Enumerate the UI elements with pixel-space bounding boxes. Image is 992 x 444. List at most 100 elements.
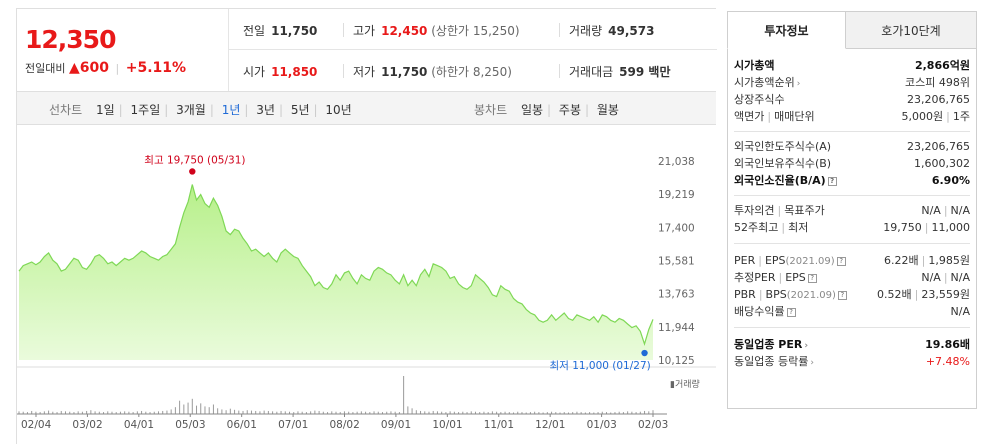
volume-bar bbox=[56, 412, 58, 414]
tab-1d[interactable]: 1일 bbox=[95, 103, 115, 117]
volume-bar bbox=[567, 412, 569, 414]
info-row: 동일업종 등락률 › +7.48% bbox=[734, 353, 970, 370]
info-value: 19,750 | 11,000 bbox=[883, 219, 970, 236]
y-tick-label: 21,038 bbox=[658, 156, 695, 168]
info-row: 액면가 | 매매단위 5,000원 | 1주 bbox=[734, 108, 970, 125]
volume-bar bbox=[466, 412, 468, 414]
tab-3y[interactable]: 3년 bbox=[256, 103, 275, 117]
info-row: 시가총액 2,866억원 bbox=[734, 57, 970, 74]
info-value-text: N/A bbox=[950, 204, 970, 217]
volume-bar bbox=[517, 411, 519, 414]
volume-bar bbox=[48, 410, 50, 414]
volume-bar bbox=[403, 376, 405, 414]
info-value: N/A | N/A bbox=[921, 202, 970, 219]
tab-order-book[interactable]: 호가10단계 bbox=[846, 11, 977, 49]
volume-bar bbox=[458, 412, 460, 414]
x-tick-label: 10/01 bbox=[432, 419, 462, 431]
tab-weekly[interactable]: 주봉 bbox=[558, 103, 582, 117]
volume-bar bbox=[141, 410, 143, 414]
volume-bar bbox=[153, 411, 155, 414]
volume-bar bbox=[373, 411, 375, 414]
low-value: 11,750 bbox=[381, 65, 428, 79]
tab-1w[interactable]: 1주일 bbox=[130, 103, 161, 117]
low-annotation: 최저 11,000 (01/27) bbox=[550, 360, 651, 372]
volume-bar bbox=[280, 410, 282, 414]
tab-monthly[interactable]: 월봉 bbox=[596, 103, 619, 117]
tab-1y[interactable]: 1년 bbox=[221, 103, 241, 117]
volume-bar bbox=[576, 411, 578, 414]
candle-chart-tabs: 봉차트 일봉 | 주봉 | 월봉 bbox=[474, 103, 619, 117]
price-chart-svg: 21,038 19,219 17,400 15,581 13,763 11,944 10,1… bbox=[17, 154, 716, 431]
volume-bar bbox=[504, 411, 506, 414]
volume-bar bbox=[606, 412, 608, 414]
info-section-s3: 투자의견 | 목표주가 N/A | N/A 52주최고 | 최저 19,750 | 11,000 bbox=[734, 196, 970, 244]
info-row: 추정PER | EPS? N/A | N/A bbox=[734, 269, 970, 286]
volume-bar bbox=[297, 411, 299, 414]
volume-bar bbox=[52, 411, 54, 414]
volume-bar bbox=[77, 411, 79, 414]
info-value-text: 코스피 498위 bbox=[905, 76, 970, 89]
volume-bar bbox=[589, 412, 591, 414]
tab-investment-info[interactable]: 투자정보 bbox=[727, 11, 846, 49]
volume-value: 49,573 bbox=[608, 24, 655, 38]
volume-bar bbox=[449, 411, 451, 414]
info-label[interactable]: 동일업종 PER › bbox=[734, 336, 808, 355]
info-label-text: 외국인한도주식수(A) bbox=[734, 140, 832, 153]
tab-10y[interactable]: 10년 bbox=[325, 103, 352, 117]
volume-bar bbox=[276, 411, 278, 414]
volume-bar bbox=[559, 412, 561, 414]
lower-limit: (하한가 8,250) bbox=[431, 65, 512, 79]
stock-quote-panel: 12,350 전일대비 ▲600 | +5.11% 전일 11,750 고가 12,… bbox=[16, 8, 717, 444]
divider: | bbox=[943, 204, 948, 217]
volume-bar bbox=[255, 410, 257, 414]
volume-bar bbox=[259, 411, 261, 414]
help-icon[interactable]: ? bbox=[836, 257, 846, 266]
help-icon[interactable]: ? bbox=[827, 177, 837, 186]
volume-bar bbox=[174, 407, 176, 414]
tab-3m[interactable]: 3개월 bbox=[176, 103, 206, 117]
volume-bar bbox=[35, 411, 37, 414]
help-icon[interactable]: ? bbox=[807, 274, 817, 283]
volume-bar bbox=[639, 411, 641, 414]
volume-bar bbox=[327, 412, 329, 414]
x-tick-label: 01/03 bbox=[587, 419, 617, 431]
info-value: 1,600,302 bbox=[914, 155, 970, 172]
info-label-text: 시가총액순위 bbox=[734, 76, 795, 89]
info-label: 52주최고 | 최저 bbox=[734, 219, 808, 236]
change-row: 전일대비 ▲600 | +5.11% bbox=[25, 60, 186, 76]
x-tick-label: 09/01 bbox=[381, 419, 411, 431]
volume-bar bbox=[369, 412, 371, 414]
volume-bar bbox=[107, 411, 109, 414]
volume-bar bbox=[229, 408, 231, 414]
info-label[interactable]: 시가총액순위 › bbox=[734, 74, 800, 93]
volume-bar bbox=[441, 411, 443, 414]
info-row: 외국인소진율(B/A)? 6.90% bbox=[734, 172, 970, 189]
volume-bar bbox=[424, 411, 426, 414]
volume-bar bbox=[525, 412, 527, 414]
info-label-text: 목표주가 bbox=[784, 204, 825, 217]
volume-bar bbox=[601, 411, 603, 414]
info-value-text: 6.22배 bbox=[884, 254, 919, 267]
volume-bar bbox=[555, 412, 557, 414]
tab-daily[interactable]: 일봉 bbox=[520, 103, 544, 117]
info-label-text: 시가총액 bbox=[734, 59, 775, 72]
info-value: N/A | N/A bbox=[921, 269, 970, 286]
x-tick-label: 12/01 bbox=[535, 419, 565, 431]
info-row: 시가총액순위 › 코스피 498위 bbox=[734, 74, 970, 91]
high-value: 12,450 bbox=[381, 24, 428, 38]
volume-bar bbox=[343, 411, 345, 414]
change-percent: +5.11% bbox=[125, 60, 187, 76]
info-label: 액면가 | 매매단위 bbox=[734, 108, 815, 125]
volume-bar bbox=[31, 410, 33, 414]
y-tick-label: 19,219 bbox=[658, 189, 695, 201]
volume-bar bbox=[644, 410, 646, 414]
volume-bar bbox=[360, 411, 362, 414]
divider: | bbox=[781, 221, 786, 234]
volume-bar bbox=[119, 411, 121, 414]
help-icon[interactable]: ? bbox=[837, 291, 847, 300]
volume-bar bbox=[212, 404, 214, 414]
help-icon[interactable]: ? bbox=[786, 308, 796, 317]
tab-5y[interactable]: 5년 bbox=[290, 103, 310, 117]
info-label[interactable]: 동일업종 등락률 › bbox=[734, 353, 814, 372]
volume-bar bbox=[200, 403, 202, 414]
